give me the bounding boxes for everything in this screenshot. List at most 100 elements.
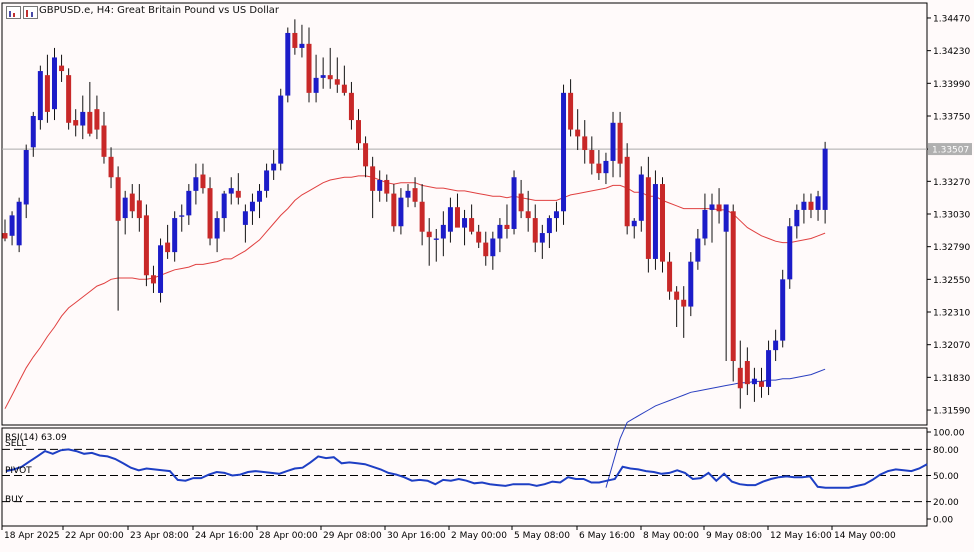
candle-body [370,166,376,191]
candle [278,88,284,171]
candle-body [603,160,609,174]
candle-body [327,75,333,80]
candle-body [737,367,743,389]
candle-body [469,218,475,232]
candle-body [37,71,43,121]
chart-title: GBPUSD.e, H4: Great Britain Pound vs US … [39,5,279,16]
candle-body [815,196,821,210]
candle [808,193,814,219]
candle [582,120,588,164]
candle [730,204,736,382]
candle-body [794,209,800,227]
chart-history-icon[interactable] [23,6,38,19]
candle-body [30,115,36,148]
candle-body [667,261,673,292]
candle-body [292,32,298,48]
candle [532,204,538,253]
candle-body [179,215,185,217]
time-tick-label: 12 May 16:00 [770,531,832,541]
candle-body [2,233,8,239]
candle-body [94,109,100,130]
candle [787,218,793,289]
candle [447,197,453,243]
candle-body [249,201,255,212]
ma-slow-line [605,368,826,488]
candle-body [490,238,496,257]
candle [136,184,142,232]
price-tick-label: 1.32790 [933,243,970,253]
candle-body [186,190,192,216]
candle-body [483,242,489,257]
candle-body [645,177,651,259]
candle-body [59,65,65,72]
candle [674,286,680,327]
candle-body [546,218,552,234]
candle [257,184,263,219]
candle [589,136,595,175]
rsi-tick-label: 50.00 [933,472,959,482]
current-price-box [928,143,972,156]
candle-body [561,92,567,212]
time-tick-label: 6 May 16:00 [579,531,635,541]
rsi-panel[interactable]: 100.00 80.00 50.00 20.00 0.00 RSI(14) 63.09SE… [2,429,965,526]
candle-body [674,291,680,300]
candle [101,111,107,164]
bar-glyph [31,12,33,17]
candle [320,57,326,89]
candle-body [758,381,764,387]
candle-body [419,201,425,232]
candle [16,197,22,253]
candle-body [122,197,128,219]
candle [490,231,496,270]
current-price-label: 1.33507 [932,146,969,156]
price-tick-label: 1.32550 [933,276,970,286]
candle-body [285,32,291,96]
candle-body [405,190,411,198]
candle [412,177,418,208]
candle [575,109,581,151]
rsi-line [5,448,928,489]
candle [631,218,637,239]
candle [758,367,764,398]
candle-body [716,204,722,212]
candle-body [631,220,637,227]
candle [228,177,234,205]
candle-body [476,231,482,243]
candle-body [80,111,86,126]
candle [214,211,220,253]
candle [476,224,482,249]
candle [51,47,57,121]
candle [150,265,156,293]
candle-body [801,201,807,210]
chart-mode-icon[interactable] [6,6,21,19]
candle [221,190,227,232]
rsi-panel-border [1,427,928,527]
price-tick-label: 1.33030 [933,211,970,221]
candle-body [808,201,814,210]
candle [249,193,255,225]
candle [327,47,333,89]
candle-body [44,75,50,112]
candle-body [235,190,241,198]
candle [462,209,468,246]
candle-body [723,204,729,232]
candle-body [773,340,779,351]
candle [207,177,213,246]
candle-body [412,188,418,202]
rsi-tick-label: 100.00 [933,429,965,439]
candle [384,174,390,202]
candle-body [638,174,644,221]
candle [546,215,552,249]
candle [313,54,319,103]
candle [356,109,361,151]
candle [391,184,397,232]
price-tick-label: 1.34470 [933,14,970,24]
bar-glyph [13,13,15,17]
candle [553,201,559,232]
candle [398,188,404,235]
candle [94,95,100,140]
candle [539,224,545,259]
candle [377,170,383,202]
